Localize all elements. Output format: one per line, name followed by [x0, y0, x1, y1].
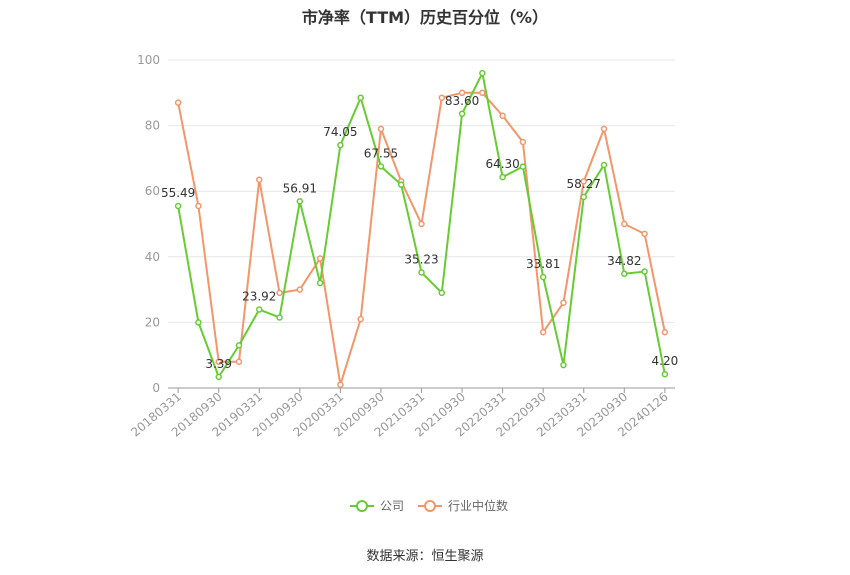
data-point: [641, 230, 648, 238]
data-source: 数据来源：恒生聚源: [366, 549, 484, 564]
data-point: [580, 193, 587, 201]
data-point: [256, 306, 263, 313]
data-point: [560, 361, 567, 369]
data-point: [174, 99, 182, 106]
y-tick-label: 60: [145, 184, 160, 198]
data-point: [438, 94, 446, 101]
data-label: 34.82: [607, 254, 641, 268]
data-point: [377, 125, 385, 133]
data-point: [519, 163, 527, 170]
data-point: [276, 314, 283, 321]
data-point: [296, 286, 304, 293]
data-point: [641, 268, 648, 275]
data-point: [337, 381, 344, 388]
series-company: [174, 69, 669, 381]
data-point: [661, 370, 669, 378]
data-label: 56.91: [283, 181, 317, 195]
data-point: [174, 202, 182, 210]
series-line: [177, 91, 666, 386]
data-point: [397, 181, 405, 188]
data-point: [337, 141, 344, 149]
y-tick-label: 100: [137, 53, 160, 67]
data-point: [600, 161, 608, 169]
data-label: 23.92: [242, 290, 276, 304]
y-tick-label: 40: [145, 250, 160, 264]
legend-label: 行业中位数: [448, 498, 508, 513]
data-point: [418, 269, 425, 276]
data-label: 3.39: [205, 357, 232, 371]
data-point: [499, 112, 506, 120]
data-point: [235, 358, 243, 366]
legend-item-company: 公司: [350, 499, 404, 513]
y-tick-label: 0: [152, 381, 160, 395]
data-point: [316, 255, 324, 262]
data-label: 64.30: [485, 157, 519, 171]
data-point: [539, 273, 547, 281]
data-point: [560, 299, 567, 306]
data-point: [256, 176, 263, 183]
legend: 公司 行业中位数: [350, 498, 508, 513]
data-point: [539, 328, 547, 336]
data-label: 83.60: [445, 94, 479, 108]
data-point: [438, 289, 446, 297]
data-point: [316, 279, 324, 287]
data-point: [235, 342, 243, 349]
data-label: 67.55: [364, 146, 398, 160]
data-label: 33.81: [526, 257, 560, 271]
legend-marker: [356, 500, 368, 512]
data-point: [499, 173, 506, 181]
data-point: [621, 270, 628, 278]
data-point: [215, 373, 222, 381]
data-point: [276, 289, 283, 297]
data-point: [519, 138, 527, 146]
data-point: [296, 198, 304, 205]
data-point: [479, 89, 486, 97]
y-tick-label: 80: [145, 119, 160, 133]
series-industry-median: [174, 89, 669, 388]
data-point: [580, 178, 587, 185]
data-point: [418, 220, 425, 228]
legend-marker: [424, 500, 436, 512]
data-label: 55.49: [161, 186, 195, 200]
data-point: [479, 69, 486, 77]
data-point: [661, 328, 669, 336]
data-point: [357, 94, 364, 101]
data-point: [377, 163, 385, 170]
data-point: [195, 202, 202, 210]
data-point: [195, 319, 202, 326]
data-label: 4.20: [652, 354, 679, 368]
data-point: [600, 125, 608, 133]
data-label: 58.27: [567, 177, 601, 191]
data-label: 74.05: [323, 125, 357, 139]
data-point: [621, 220, 628, 228]
chart-title: 市净率（TTM）历史百分位（%）: [301, 8, 549, 27]
legend-item-industry-median: 行业中位数: [418, 498, 508, 513]
y-tick-label: 20: [145, 315, 160, 329]
legend-label: 公司: [380, 499, 404, 513]
data-point: [357, 315, 364, 323]
data-point: [458, 110, 466, 118]
data-point: [458, 89, 466, 97]
data-point: [215, 358, 222, 366]
data-label: 35.23: [404, 252, 438, 266]
